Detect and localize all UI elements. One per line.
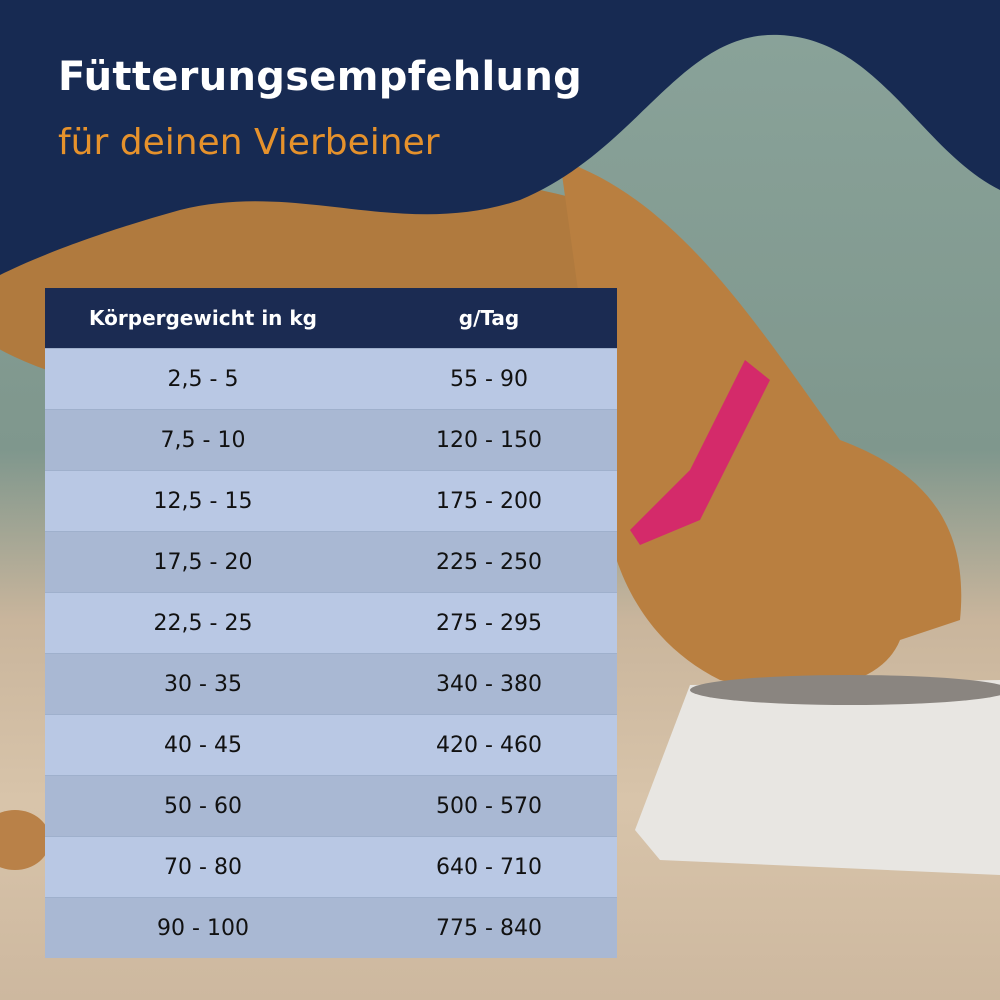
dog-collar xyxy=(630,360,770,545)
table-row: 7,5 - 10 120 - 150 xyxy=(45,409,617,471)
table-row: 30 - 35 340 - 380 xyxy=(45,653,617,715)
table-row: 70 - 80 640 - 710 xyxy=(45,836,617,898)
column-header-weight: Körpergewicht in kg xyxy=(45,288,361,349)
dog-paw xyxy=(0,810,50,870)
grams-cell: 500 - 570 xyxy=(361,775,617,837)
weight-cell: 40 - 45 xyxy=(45,714,361,776)
table-row: 22,5 - 25 275 - 295 xyxy=(45,592,617,654)
weight-cell: 12,5 - 15 xyxy=(45,470,361,532)
weight-cell: 30 - 35 xyxy=(45,653,361,715)
grams-cell: 340 - 380 xyxy=(361,653,617,715)
food-bowl-rim xyxy=(690,675,1000,705)
grams-cell: 225 - 250 xyxy=(361,531,617,593)
table-row: 90 - 100 775 - 840 xyxy=(45,897,617,958)
table-header: Körpergewicht in kg g/Tag xyxy=(45,288,617,349)
column-header-grams: g/Tag xyxy=(361,288,617,349)
header-background xyxy=(0,0,1000,275)
weight-cell: 22,5 - 25 xyxy=(45,592,361,654)
grams-cell: 275 - 295 xyxy=(361,592,617,654)
weight-cell: 2,5 - 5 xyxy=(45,348,361,410)
page-title: Fütterungsempfehlung xyxy=(58,54,583,100)
weight-cell: 17,5 - 20 xyxy=(45,531,361,593)
table-row: 2,5 - 5 55 - 90 xyxy=(45,348,617,410)
page-subtitle: für deinen Vierbeiner xyxy=(58,122,440,163)
table-row: 17,5 - 20 225 - 250 xyxy=(45,531,617,593)
food-bowl xyxy=(635,680,1000,875)
grams-cell: 175 - 200 xyxy=(361,470,617,532)
grams-cell: 775 - 840 xyxy=(361,897,617,958)
weight-cell: 50 - 60 xyxy=(45,775,361,837)
dog-neck-head xyxy=(560,160,962,690)
weight-cell: 70 - 80 xyxy=(45,836,361,898)
table-row: 40 - 45 420 - 460 xyxy=(45,714,617,776)
grams-cell: 640 - 710 xyxy=(361,836,617,898)
table-row: 50 - 60 500 - 570 xyxy=(45,775,617,837)
weight-cell: 7,5 - 10 xyxy=(45,409,361,471)
weight-cell: 90 - 100 xyxy=(45,897,361,958)
table-row: 12,5 - 15 175 - 200 xyxy=(45,470,617,532)
grams-cell: 55 - 90 xyxy=(361,348,617,410)
grams-cell: 420 - 460 xyxy=(361,714,617,776)
feeding-table: Körpergewicht in kg g/Tag 2,5 - 5 55 - 90… xyxy=(45,288,617,958)
grams-cell: 120 - 150 xyxy=(361,409,617,471)
